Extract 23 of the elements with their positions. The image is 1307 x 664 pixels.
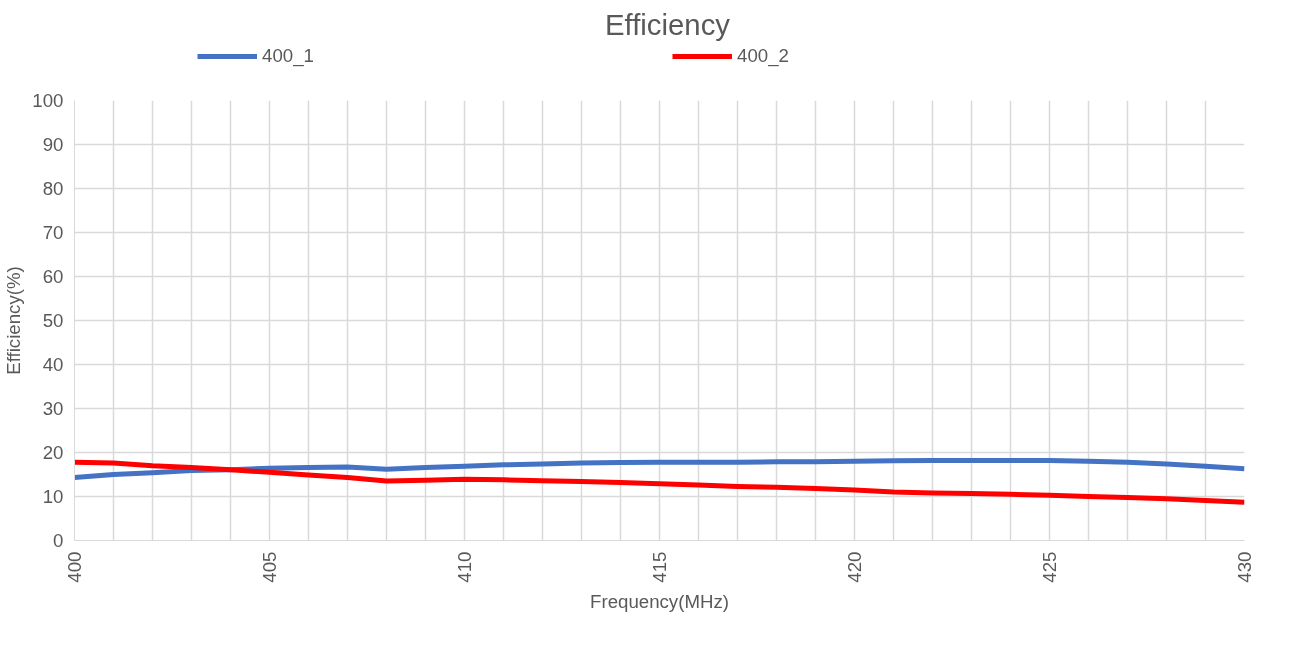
x-tick-label: 420 xyxy=(844,551,865,583)
y-tick-label: 100 xyxy=(32,90,64,111)
x-axis-title: Frequency(MHz) xyxy=(590,590,729,612)
y-tick-label: 20 xyxy=(42,442,64,463)
legend-label: 400_1 xyxy=(262,45,315,67)
x-tick-label: 415 xyxy=(649,551,670,583)
x-tick-label: 410 xyxy=(454,551,475,583)
y-tick-label: 90 xyxy=(42,134,64,155)
legend-label: 400_2 xyxy=(737,45,790,67)
x-tick-label: 430 xyxy=(1234,551,1255,583)
y-tick-label: 30 xyxy=(42,398,64,419)
chart-title: Efficiency xyxy=(605,7,731,41)
x-tick-label: 400 xyxy=(64,551,85,583)
y-tick-label: 60 xyxy=(42,266,64,287)
y-tick-label: 70 xyxy=(42,222,64,243)
y-axis-title: Efficiency(%) xyxy=(3,266,25,375)
x-tick-label: 405 xyxy=(259,551,280,583)
y-tick-label: 50 xyxy=(42,310,64,331)
y-tick-label: 80 xyxy=(42,178,64,199)
y-tick-label: 10 xyxy=(42,486,64,507)
x-tick-label: 425 xyxy=(1039,551,1060,583)
y-tick-label: 40 xyxy=(42,354,64,375)
y-tick-label: 0 xyxy=(53,530,64,551)
